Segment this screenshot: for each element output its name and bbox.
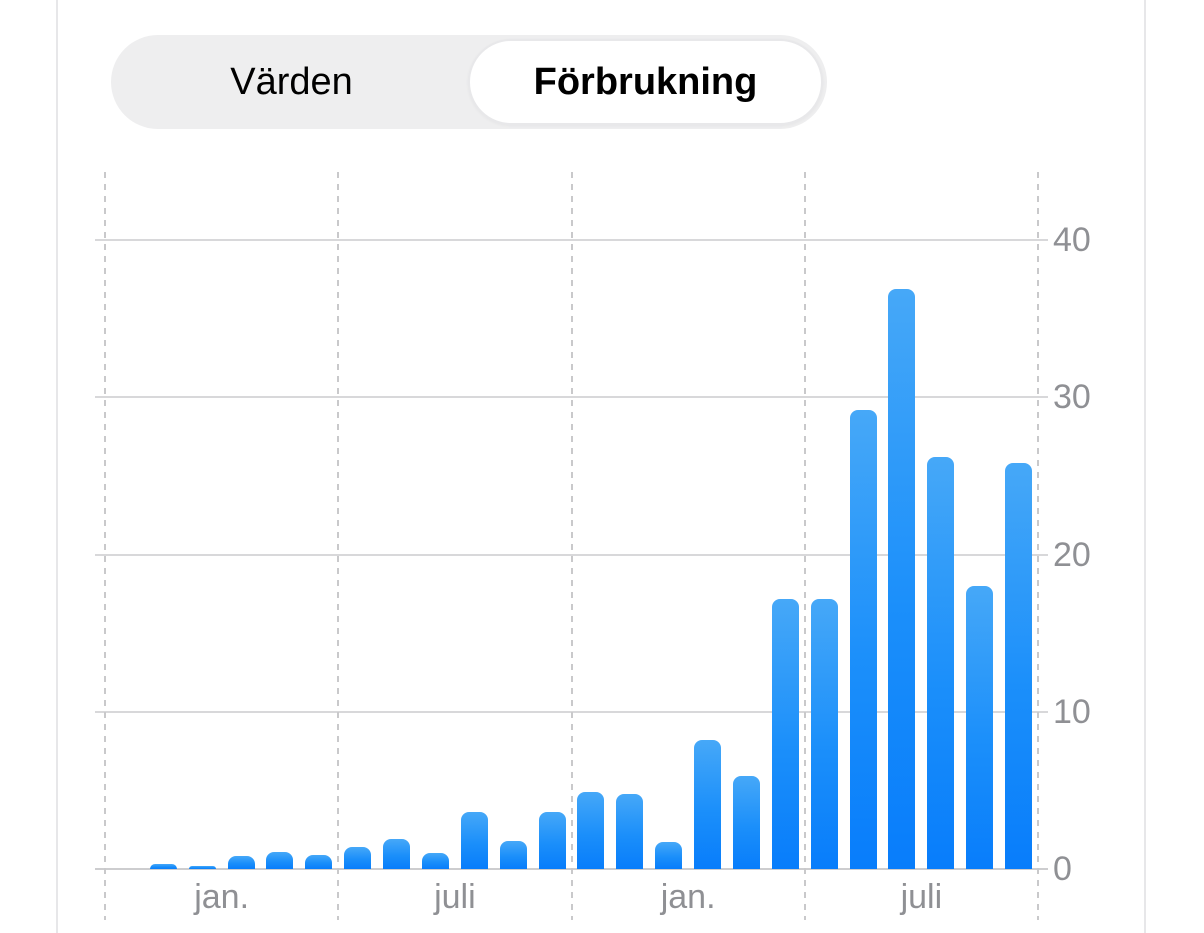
card-right-border: [1144, 0, 1146, 933]
section-boundary-dash: [104, 172, 106, 920]
card-left-border: [56, 0, 58, 933]
bar-month-14[interactable]: [616, 794, 644, 869]
x-axis-label-2: jan.: [660, 878, 716, 916]
y-axis-label-10: 10: [1053, 692, 1091, 731]
section-boundary-dash: [570, 172, 573, 920]
segment-forbrukning-label: Förbrukning: [533, 60, 758, 103]
bar-month-5[interactable]: [266, 852, 294, 869]
section-boundary-dash: [337, 172, 340, 920]
bar-month-12[interactable]: [538, 812, 566, 869]
bar-month-22[interactable]: [927, 457, 955, 869]
bar-month-19[interactable]: [810, 599, 838, 869]
bar-month-18[interactable]: [771, 599, 799, 869]
bar-month-11[interactable]: [499, 841, 527, 869]
bar-month-16[interactable]: [694, 740, 722, 869]
y-axis-label-30: 30: [1053, 378, 1091, 417]
bar-month-21[interactable]: [888, 289, 916, 869]
y-axis-label-40: 40: [1053, 221, 1091, 260]
bar-month-24[interactable]: [1005, 463, 1033, 869]
bar-month-4[interactable]: [227, 856, 255, 869]
section-boundary-dash: [1037, 172, 1039, 920]
x-axis-label-3: juli: [900, 878, 943, 916]
chart-mode-segmented-control[interactable]: Värden Förbrukning: [111, 35, 827, 129]
bar-month-23[interactable]: [966, 586, 994, 869]
segment-varden-label: Värden: [230, 60, 353, 103]
bar-month-3[interactable]: [188, 866, 216, 869]
bar-month-9[interactable]: [421, 853, 449, 869]
bar-month-10[interactable]: [460, 812, 488, 869]
bar-month-8[interactable]: [383, 839, 411, 869]
bar-month-6[interactable]: [305, 855, 333, 869]
bar-month-15[interactable]: [655, 842, 683, 869]
segment-varden[interactable]: Värden: [111, 35, 472, 129]
bar-month-2[interactable]: [149, 864, 177, 869]
y-axis-label-20: 20: [1053, 535, 1091, 574]
x-axis-label-0: jan.: [194, 878, 250, 916]
section-boundary-dash: [803, 172, 806, 920]
y-axis-label-0: 0: [1053, 850, 1072, 888]
bar-month-7[interactable]: [344, 847, 372, 869]
bar-month-17[interactable]: [732, 776, 760, 869]
bar-month-13[interactable]: [577, 792, 605, 869]
bar-month-20[interactable]: [849, 410, 877, 869]
x-axis-label-1: juli: [434, 878, 476, 916]
segment-forbrukning[interactable]: Förbrukning: [468, 39, 823, 125]
